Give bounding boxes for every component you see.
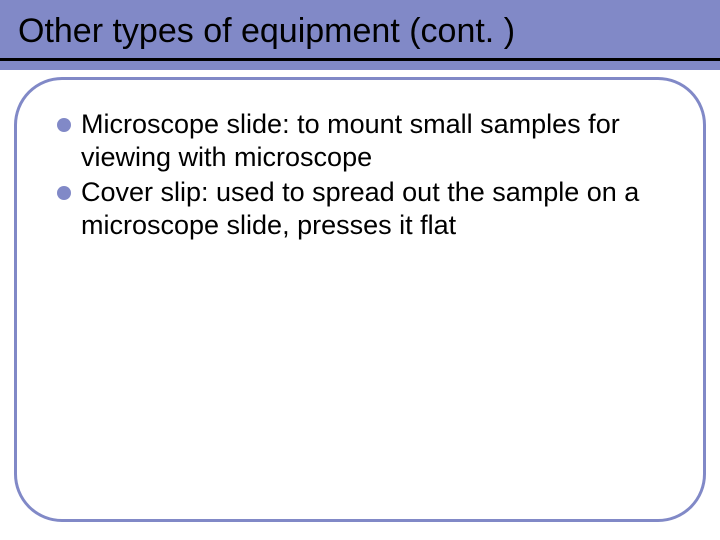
title-underline: [0, 58, 720, 61]
content-box: Microscope slide: to mount small samples…: [14, 77, 706, 522]
bullet-icon: [57, 118, 71, 132]
bullet-text: Cover slip: used to spread out the sampl…: [81, 176, 667, 242]
list-item: Cover slip: used to spread out the sampl…: [57, 176, 667, 242]
content-inner: Microscope slide: to mount small samples…: [17, 80, 703, 242]
bullet-icon: [57, 186, 71, 200]
list-item: Microscope slide: to mount small samples…: [57, 108, 667, 174]
bullet-text: Microscope slide: to mount small samples…: [81, 108, 667, 174]
slide-title: Other types of equipment (cont. ): [18, 12, 515, 51]
